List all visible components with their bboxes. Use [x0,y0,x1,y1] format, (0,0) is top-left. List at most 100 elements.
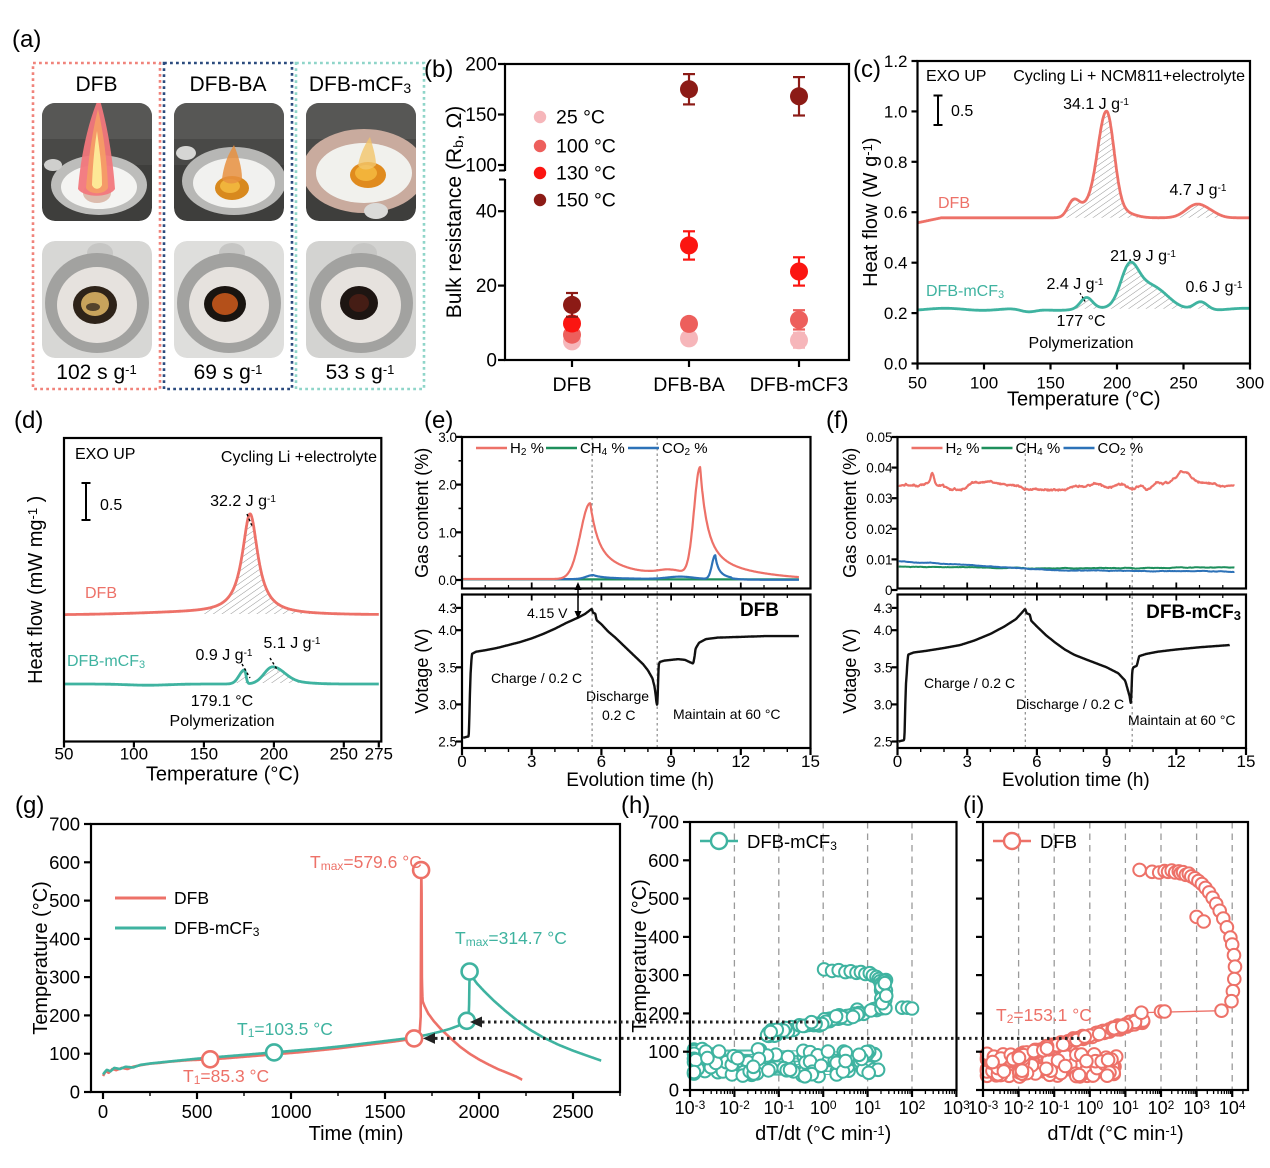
svg-text:4.15 V: 4.15 V [527,605,568,621]
svg-text:Charge / 0.2 C: Charge / 0.2 C [491,670,582,686]
svg-text:40: 40 [476,202,497,223]
svg-text:Maintain at 60 °C: Maintain at 60 °C [673,706,781,722]
svg-text:150: 150 [465,105,497,126]
svg-text:1.0: 1.0 [884,102,908,121]
svg-text:0.6: 0.6 [884,203,908,222]
svg-text:Bulk resistance (Rb, Ω): Bulk resistance (Rb, Ω) [443,106,466,319]
svg-text:0.2 C: 0.2 C [602,707,635,723]
svg-text:0.4: 0.4 [884,254,908,273]
svg-text:50: 50 [55,745,74,764]
svg-text:0.0: 0.0 [884,355,908,374]
svg-text:H2 %: H2 % [510,440,544,458]
svg-text:1.2: 1.2 [884,52,908,71]
svg-text:400: 400 [49,928,80,949]
svg-text:(c): (c) [853,56,881,83]
svg-text:6: 6 [597,752,606,771]
svg-text:300: 300 [1236,374,1264,393]
svg-text:130 °C: 130 °C [556,163,616,185]
svg-text:(a): (a) [12,26,41,53]
svg-text:DFB-mCF3: DFB-mCF3 [67,653,145,671]
svg-text:DFB: DFB [740,600,779,621]
svg-text:Maintain at 60 °C: Maintain at 60 °C [1128,712,1236,728]
svg-text:DFB-mCF3: DFB-mCF3 [750,374,849,396]
svg-text:DFB: DFB [76,73,118,96]
svg-text:4.0: 4.0 [438,623,457,638]
svg-text:100: 100 [120,745,148,764]
svg-text:0.05: 0.05 [866,430,892,445]
svg-text:21.9 J g-1: 21.9 J g-1 [1110,248,1176,265]
svg-text:DFB: DFB [174,888,209,908]
svg-text:DFB-BA: DFB-BA [653,374,725,396]
svg-text:0.01: 0.01 [866,552,892,567]
svg-text:150 °C: 150 °C [556,190,616,212]
svg-text:Temperature (°C): Temperature (°C) [629,879,651,1033]
svg-text:100: 100 [648,1041,679,1062]
svg-text:102 s g-1: 102 s g-1 [56,361,136,384]
svg-text:300: 300 [49,967,80,988]
svg-text:2.5: 2.5 [438,735,457,750]
svg-text:32.2 J g-1: 32.2 J g-1 [210,493,276,510]
svg-text:9: 9 [1102,752,1111,771]
svg-text:(f): (f) [826,407,849,434]
svg-text:0: 0 [885,583,893,598]
svg-text:Time (min): Time (min) [309,1123,404,1145]
svg-text:6: 6 [1032,752,1041,771]
svg-text:100: 100 [465,156,497,177]
svg-text:(b): (b) [424,56,453,83]
svg-text:DFB-mCF3: DFB-mCF3 [309,73,411,96]
svg-text:200: 200 [49,1005,80,1026]
svg-text:9: 9 [666,752,675,771]
svg-text:0.02: 0.02 [866,522,892,537]
svg-text:200: 200 [465,55,497,76]
svg-text:25 °C: 25 °C [556,107,605,129]
svg-text:0.5: 0.5 [951,103,973,120]
svg-text:Votage (V): Votage (V) [412,629,432,714]
svg-text:H2 %: H2 % [946,440,980,458]
svg-text:3.0: 3.0 [438,697,457,712]
svg-text:0.0: 0.0 [438,573,457,588]
svg-text:3: 3 [527,752,536,771]
svg-text:Temperature (°C): Temperature (°C) [30,881,52,1035]
svg-text:500: 500 [49,890,80,911]
svg-text:EXO UP: EXO UP [926,68,986,85]
svg-text:4.3: 4.3 [438,601,457,616]
svg-text:Discharge: Discharge [586,688,649,704]
svg-text:DFB-mCF3: DFB-mCF3 [926,283,1004,301]
svg-text:EXO UP: EXO UP [75,446,135,463]
svg-text:275: 275 [365,745,393,764]
svg-text:DFB-mCF3: DFB-mCF3 [747,831,837,853]
svg-text:dT/dt (°C min-1): dT/dt (°C min-1) [755,1123,891,1145]
svg-text:20: 20 [476,276,497,297]
svg-text:Gas content (%): Gas content (%) [840,448,860,578]
svg-text:Temperature (°C): Temperature (°C) [1007,389,1161,411]
svg-text:700: 700 [49,814,80,835]
svg-text:100 °C: 100 °C [556,136,616,158]
svg-text:0: 0 [669,1080,679,1101]
svg-text:dT/dt (°C min-1): dT/dt (°C min-1) [1047,1123,1183,1145]
svg-text:2.5: 2.5 [874,735,893,750]
svg-text:0: 0 [98,1101,108,1122]
svg-text:Discharge / 0.2 C: Discharge / 0.2 C [1016,696,1124,712]
svg-text:0.2: 0.2 [884,304,908,323]
svg-text:(g): (g) [15,792,44,819]
svg-text:700: 700 [648,812,679,833]
svg-text:Polymerization: Polymerization [1029,335,1134,352]
svg-text:200: 200 [260,745,288,764]
svg-text:0.04: 0.04 [866,461,893,476]
svg-text:250: 250 [1169,374,1197,393]
svg-text:4.0: 4.0 [874,623,893,638]
svg-text:3.5: 3.5 [438,660,457,675]
svg-text:DFB: DFB [553,374,592,396]
svg-text:3.0: 3.0 [438,430,457,445]
svg-text:Evolution time (h): Evolution time (h) [1002,770,1150,791]
svg-text:3: 3 [962,752,971,771]
svg-text:0: 0 [893,752,902,771]
svg-text:0.03: 0.03 [866,491,892,506]
svg-text:179.1 °C: 179.1 °C [191,693,253,710]
svg-text:DFB-mCF3: DFB-mCF3 [1146,602,1241,623]
svg-text:500: 500 [648,888,679,909]
svg-text:3.0: 3.0 [874,697,893,712]
svg-text:500: 500 [182,1101,213,1122]
svg-text:100: 100 [49,1043,80,1064]
svg-text:4.3: 4.3 [874,601,893,616]
